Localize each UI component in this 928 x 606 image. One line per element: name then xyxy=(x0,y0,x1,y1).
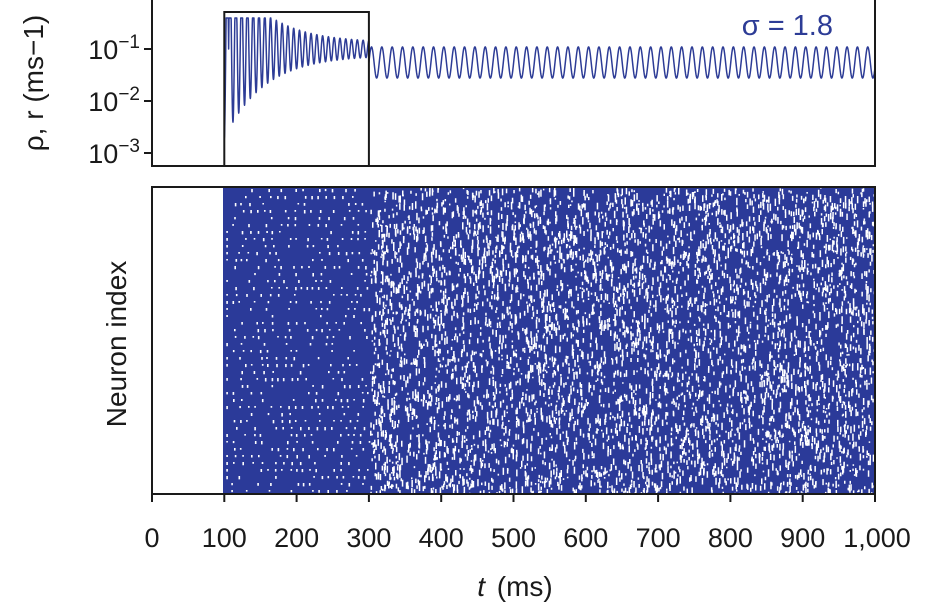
rate-panel: 10−1 10−2 10−3 σ = 1.8 ρ, r (ms−1) xyxy=(18,0,876,169)
time-x-tick-label: 0 xyxy=(144,523,159,553)
time-x-tick-label: 600 xyxy=(563,523,608,553)
time-x-tick-label: 200 xyxy=(274,523,319,553)
rate-y-tick-label: 10−3 xyxy=(88,136,140,169)
time-x-tick-label: 1,000 xyxy=(843,523,911,553)
time-x-tick-label: 700 xyxy=(636,523,681,553)
time-x-tick-label: 400 xyxy=(419,523,464,553)
time-axis-variable: t xyxy=(477,571,486,602)
time-x-tick-label: 800 xyxy=(708,523,753,553)
raster-gaps xyxy=(226,187,875,494)
time-x-tick-label: 100 xyxy=(202,523,247,553)
time-x-ticks: 0 100 200 300 400 500 600 700 800 900 1,000 xyxy=(144,494,911,553)
sigma-annotation: σ = 1.8 xyxy=(742,10,833,42)
time-x-axis-label: t (ms) xyxy=(477,571,553,602)
time-x-tick-label: 300 xyxy=(346,523,391,553)
rate-y-axis-label: ρ, r (ms−1) xyxy=(18,15,49,152)
time-axis-unit: (ms) xyxy=(497,571,553,602)
rate-y-tick-label: 10−2 xyxy=(88,84,140,117)
time-x-tick-label: 900 xyxy=(780,523,825,553)
raster-y-axis-label: Neuron index xyxy=(101,261,132,428)
rate-y-ticks: 10−1 10−2 10−3 xyxy=(88,32,152,169)
rate-y-tick-label: 10−1 xyxy=(88,32,140,65)
raster-spike-gaps xyxy=(226,187,875,494)
spike-raster xyxy=(223,187,875,494)
raster-panel: Neuron index 0 100 200 300 400 500 600 700 800 90… xyxy=(101,186,911,602)
rate-panel-frame xyxy=(151,0,876,167)
time-x-tick-label: 500 xyxy=(491,523,536,553)
rate-series-line xyxy=(223,17,876,139)
